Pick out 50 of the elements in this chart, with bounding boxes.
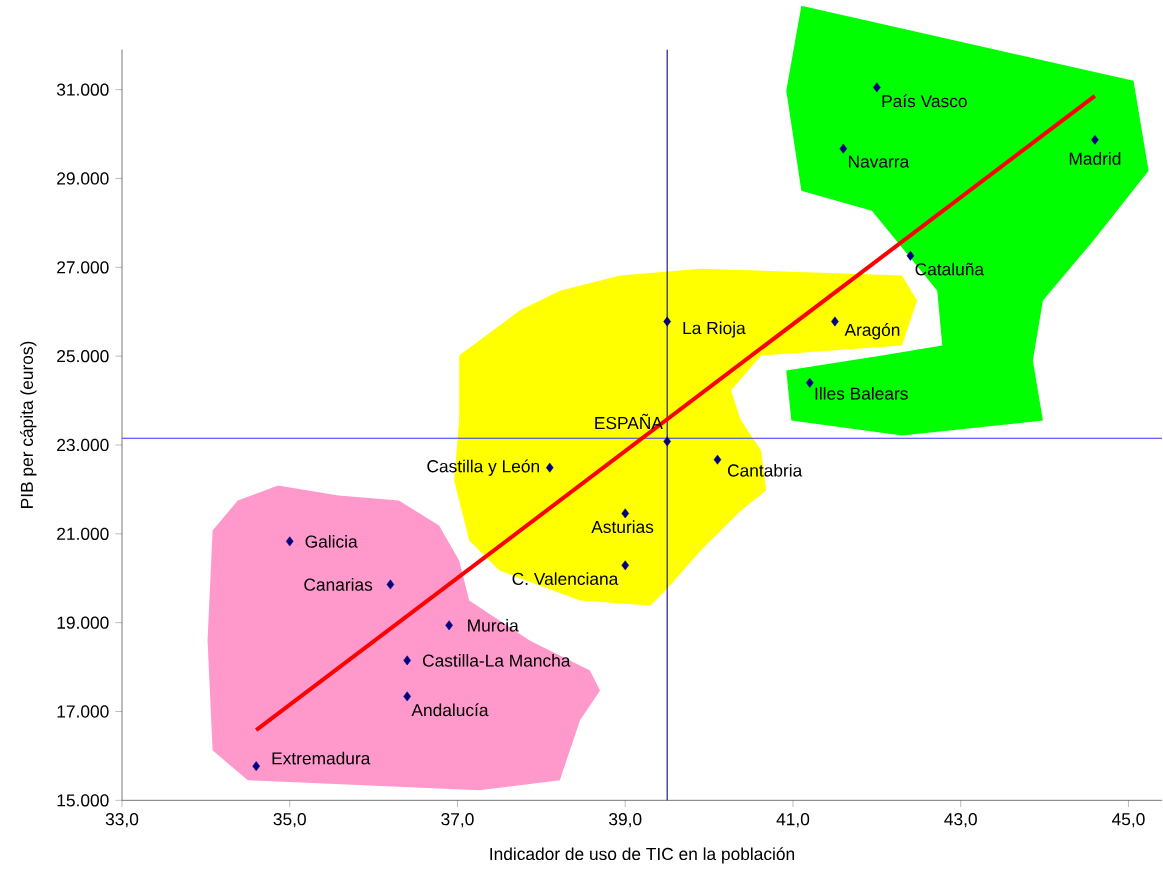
annotation: Aragón	[844, 323, 900, 340]
point	[285, 536, 294, 547]
y-tick-label: 29.000	[57, 172, 109, 185]
point	[621, 508, 629, 519]
x-tick-label: 43,0	[944, 813, 977, 828]
y-tick-label: 19.000	[57, 616, 109, 629]
point	[545, 462, 554, 473]
point	[386, 579, 395, 590]
annotation: La Rioja	[683, 321, 746, 338]
y-tick-label: 25.000	[57, 350, 109, 363]
point	[831, 316, 839, 327]
annotation: ESPAÑA	[595, 413, 663, 430]
x-tick-label: 35,0	[273, 813, 306, 828]
x-tick-label: 37,0	[441, 813, 474, 828]
point	[906, 250, 915, 261]
point	[663, 316, 671, 327]
point	[621, 560, 629, 571]
annotation: Madrid	[1069, 152, 1121, 165]
annotation: Castilla-La Mancha	[422, 654, 571, 667]
point	[1091, 134, 1099, 145]
x-tick-label: 45,0	[1111, 813, 1145, 828]
point	[403, 655, 411, 666]
annotation: Illes Balears	[815, 387, 908, 400]
point	[403, 691, 411, 702]
x-axis-title: Indicador de uso de TIC en la población	[490, 847, 795, 864]
annotation: Murcia	[468, 618, 519, 632]
point	[839, 143, 848, 154]
y-tick-label: 21.000	[57, 527, 109, 540]
x-tick-label: 33,0	[105, 813, 139, 828]
point	[663, 436, 671, 447]
annotation: Asturias	[591, 520, 654, 534]
annotation: Andalucía	[411, 703, 489, 717]
point	[713, 454, 722, 465]
y-tick-label: 31.000	[56, 83, 109, 96]
point	[805, 377, 814, 388]
x-tick-label: 39,0	[609, 813, 642, 828]
annotation: Navarra	[848, 155, 910, 168]
y-tick-label: 15.000	[57, 794, 109, 807]
y-tick-label: 23.000	[57, 438, 109, 452]
annotation: Canarias	[304, 578, 373, 591]
point	[873, 82, 881, 93]
x-tick-label: 41,0	[776, 813, 810, 828]
point	[445, 620, 453, 631]
point	[252, 761, 260, 772]
y-tick-label: 27.000	[57, 261, 109, 274]
y-tick-label: 17.000	[57, 705, 109, 718]
annotation: Galicia	[305, 535, 358, 548]
annotation: País Vasco	[882, 94, 967, 108]
y-axis-title: PIB per cápita (euros)	[20, 341, 37, 508]
annotation: Extremadura	[272, 751, 371, 765]
